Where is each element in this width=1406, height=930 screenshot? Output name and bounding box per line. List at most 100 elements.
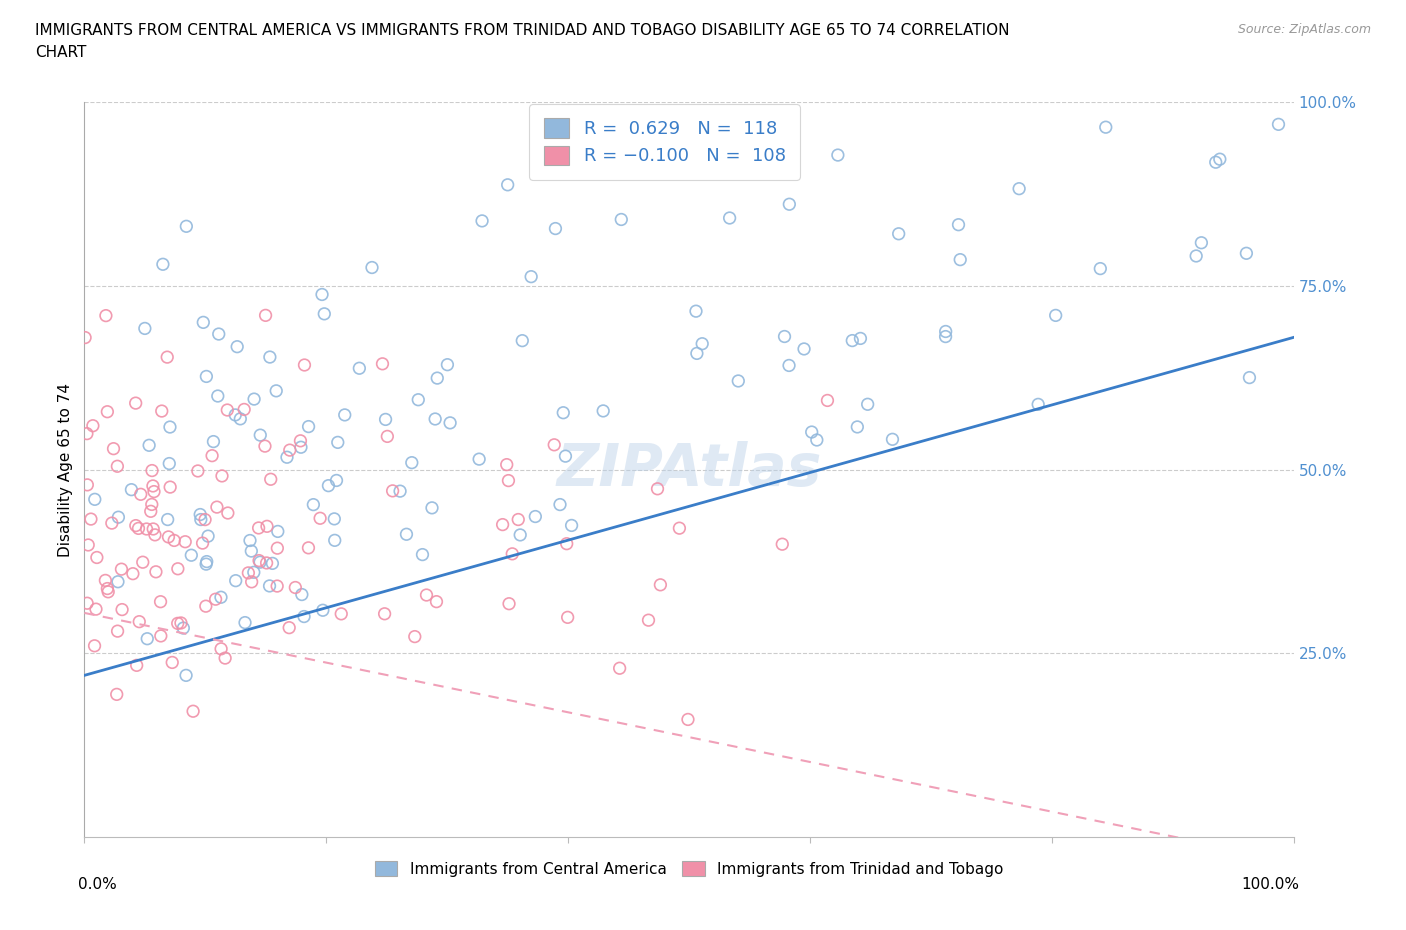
Point [141, 497, 163, 512]
Point [266, 540, 288, 555]
Point [773, 329, 796, 344]
Point [554, 448, 576, 463]
Point [94, 573, 117, 588]
Point [610, 212, 633, 227]
Point [800, 425, 823, 440]
Point [209, 642, 232, 657]
Point [778, 197, 800, 212]
Point [1094, 120, 1116, 135]
Point [849, 331, 872, 346]
Point [425, 594, 447, 609]
Point [76, 477, 98, 492]
Point [323, 512, 346, 526]
Point [247, 521, 270, 536]
Point [159, 480, 181, 495]
Point [107, 575, 129, 590]
Point [214, 651, 236, 666]
Point [150, 404, 173, 418]
Point [138, 438, 160, 453]
Point [278, 620, 301, 635]
Point [401, 455, 423, 470]
Point [264, 383, 287, 398]
Point [201, 448, 224, 463]
Text: IMMIGRANTS FROM CENTRAL AMERICA VS IMMIGRANTS FROM TRINIDAD AND TOBAGO DISABILIT: IMMIGRANTS FROM CENTRAL AMERICA VS IMMIG… [35, 23, 1010, 38]
Point [204, 591, 226, 606]
Point [166, 562, 188, 577]
Point [592, 404, 614, 418]
Point [226, 339, 249, 354]
Point [149, 594, 172, 609]
Point [326, 435, 349, 450]
Point [1026, 397, 1049, 412]
Point [561, 518, 583, 533]
Point [290, 440, 312, 455]
Point [498, 473, 520, 488]
Point [120, 483, 142, 498]
Point [284, 580, 307, 595]
Point [501, 547, 523, 562]
Point [375, 429, 398, 444]
Point [217, 403, 239, 418]
Point [127, 521, 149, 536]
Point [887, 226, 910, 241]
Point [249, 428, 271, 443]
Point [381, 484, 404, 498]
Point [152, 257, 174, 272]
Point [292, 609, 315, 624]
Point [311, 287, 333, 302]
Point [209, 590, 232, 604]
Point [290, 433, 312, 448]
Point [143, 527, 166, 542]
Point [256, 519, 278, 534]
Point [86, 550, 108, 565]
Point [229, 411, 252, 426]
Point [207, 389, 229, 404]
Point [1045, 308, 1067, 323]
Point [139, 504, 162, 519]
Point [553, 405, 575, 420]
Point [439, 416, 461, 431]
Point [157, 456, 180, 471]
Point [471, 214, 494, 229]
Point [240, 544, 263, 559]
Point [846, 419, 869, 434]
Point [239, 533, 262, 548]
Point [259, 578, 281, 593]
Text: 100.0%: 100.0% [1241, 877, 1299, 893]
Text: ZIPAtlas: ZIPAtlas [557, 441, 821, 498]
Point [498, 596, 520, 611]
Point [217, 506, 239, 521]
Point [404, 630, 426, 644]
Point [176, 219, 198, 233]
Point [170, 616, 193, 631]
Point [1090, 261, 1112, 276]
Point [935, 324, 957, 339]
Point [111, 602, 134, 617]
Point [1008, 181, 1031, 196]
Point [142, 479, 165, 494]
Point [193, 315, 215, 330]
Point [145, 565, 167, 579]
Point [510, 333, 533, 348]
Point [318, 478, 340, 493]
Point [389, 484, 412, 498]
Point [195, 557, 218, 572]
Point [259, 350, 281, 365]
Point [125, 395, 148, 410]
Point [160, 655, 183, 670]
Point [543, 437, 565, 452]
Point [647, 482, 669, 497]
Text: Source: ZipAtlas.com: Source: ZipAtlas.com [1237, 23, 1371, 36]
Point [191, 536, 214, 551]
Point [544, 221, 567, 236]
Point [238, 565, 260, 580]
Point [411, 547, 433, 562]
Point [778, 358, 800, 373]
Point [555, 537, 578, 551]
Point [291, 587, 314, 602]
Point [374, 412, 396, 427]
Point [1209, 152, 1232, 166]
Point [190, 512, 212, 527]
Point [1189, 235, 1212, 250]
Point [132, 555, 155, 570]
